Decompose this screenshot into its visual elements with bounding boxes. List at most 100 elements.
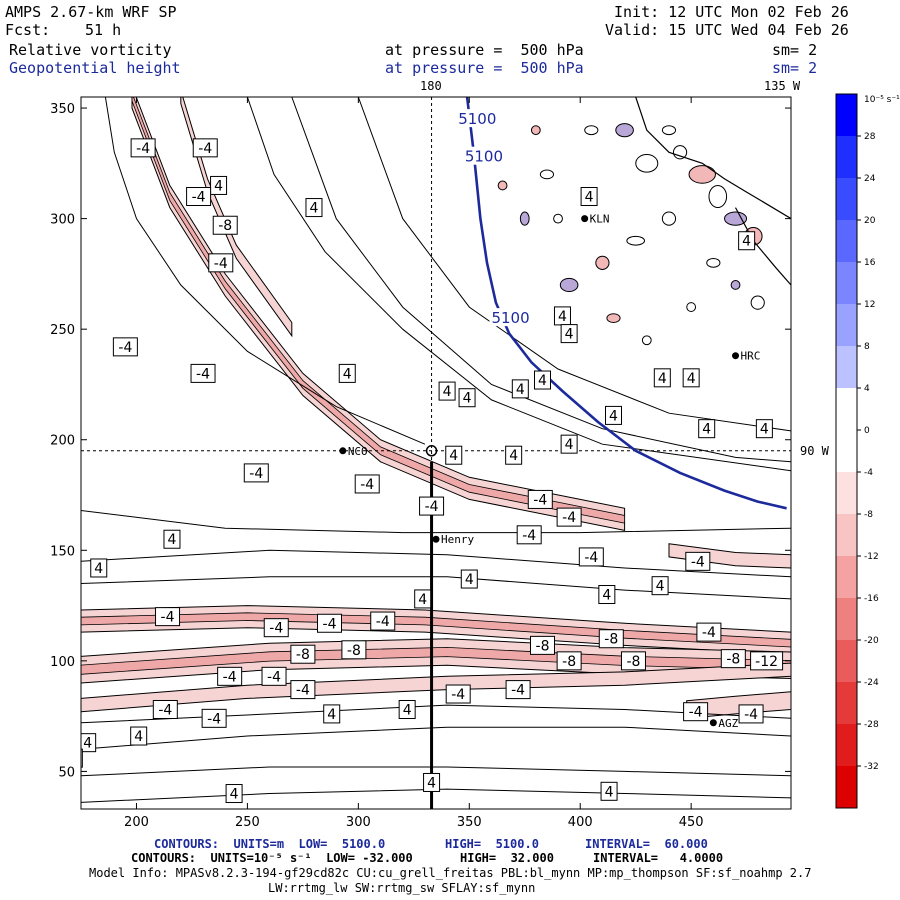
contour-label-text: -4 <box>360 477 374 493</box>
station-dot <box>339 447 347 455</box>
contour-label-text: 4 <box>134 729 143 745</box>
contour-label-text: 4 <box>509 448 518 464</box>
contour-label-box <box>738 704 764 724</box>
x-tick-label: 400 <box>568 815 593 830</box>
contour-label-text: -4 <box>269 621 283 637</box>
footer-vort-contours: CONTOURS: UNITS=10⁻⁵ s⁻¹ LOW= -32.000 <box>131 851 413 865</box>
contour-label-box <box>419 496 445 516</box>
contour-label: -4 <box>505 680 531 700</box>
contour-label-text: 4 <box>609 408 618 424</box>
contour-label-text: -4 <box>691 554 705 570</box>
contour-label-text: -4 <box>296 683 310 699</box>
height-label-bg <box>489 308 530 327</box>
footer-vort-high: HIGH= 32.000 <box>460 851 554 865</box>
vorticity-blob <box>530 125 541 136</box>
vorticity-contour <box>81 549 791 578</box>
contour-label: 4 <box>90 558 108 578</box>
contour-label: -4 <box>130 138 156 158</box>
contour-label: -4 <box>527 489 553 509</box>
coastline <box>635 97 791 220</box>
contour-label: 4 <box>423 772 441 792</box>
contour-label: 4 <box>560 434 578 454</box>
colorbar-level: -24 <box>864 678 879 688</box>
contour-label-box <box>511 379 529 399</box>
contour-label-box <box>598 585 616 605</box>
contour-label-box <box>290 644 316 664</box>
contour-label-text: -4 <box>451 687 465 703</box>
colorbar-swatch <box>836 94 857 137</box>
contour-label: -12 <box>750 651 784 671</box>
contour-label-box <box>556 507 582 527</box>
colorbar-level: 8 <box>864 342 870 352</box>
colorbar-swatch <box>836 136 857 179</box>
station-label: AGZ <box>718 717 738 730</box>
colorbar-level: -28 <box>864 720 879 730</box>
colorbar-swatch <box>836 262 857 305</box>
contour-label-box <box>534 370 551 390</box>
contour-label-text: 4 <box>427 775 436 791</box>
colorbar-swatch <box>836 346 857 389</box>
contour-label-text: 4 <box>168 532 177 548</box>
contour-label-box <box>261 666 287 686</box>
contour-label: -8 <box>212 215 238 235</box>
field2-smoothing: sm= 2 <box>772 59 818 77</box>
contour-label-text: -8 <box>296 647 310 663</box>
contour-label: 4 <box>81 733 97 753</box>
vorticity-contours <box>81 97 791 803</box>
contour-label: -4 <box>155 607 181 627</box>
contour-label-text: 4 <box>418 592 427 608</box>
contour-label-box <box>750 651 784 671</box>
contour-label-box <box>755 419 773 439</box>
cross-section-line <box>425 445 438 809</box>
contour-label-text: 4 <box>658 371 667 387</box>
contour-label-text: -4 <box>192 190 206 206</box>
contour-label-box <box>738 231 756 251</box>
colorbar-level: -16 <box>864 594 879 604</box>
y-tick-label: 150 <box>50 544 75 559</box>
contour-label-text: -4 <box>158 702 172 718</box>
contour-label: -4 <box>738 704 764 724</box>
contour-label-box <box>423 772 441 792</box>
contour-label-box <box>438 381 456 401</box>
vorticity-blob <box>584 125 599 136</box>
contour-label-box <box>317 613 342 633</box>
footer-vort-interval: INTERVAL= 4.0000 <box>593 851 724 865</box>
contour-label-text: 4 <box>230 787 239 803</box>
neg-vorticity-band <box>81 662 791 713</box>
y-tick-label: 200 <box>50 434 75 449</box>
contour-label-box <box>445 445 463 465</box>
x-tick-label: 450 <box>679 815 704 830</box>
colorbar-level: 12 <box>864 300 875 310</box>
neg-vorticity-core <box>131 97 625 524</box>
contour-label: -4 <box>112 337 138 357</box>
colorbar-swatch <box>836 388 857 431</box>
contour-label-box <box>458 388 476 408</box>
contour-label: 4 <box>755 419 773 439</box>
contour-label-box <box>163 529 181 549</box>
y-tick-label: 50 <box>58 765 75 780</box>
model-title: AMPS 2.67-km WRF SP <box>5 3 177 21</box>
colorbar-swatch <box>836 430 857 473</box>
contour-label-box <box>682 368 700 388</box>
vorticity-blob <box>730 280 741 290</box>
contour-label-box <box>560 434 578 454</box>
contour-label-box <box>651 576 669 596</box>
contour-label: -4 <box>152 699 178 719</box>
contour-label-box <box>460 569 478 589</box>
colorbar-unit: 10⁻⁵ s⁻¹ <box>864 95 900 105</box>
contour-label-text: -4 <box>744 707 758 723</box>
contour-label: 4 <box>580 187 598 207</box>
contour-label: -4 <box>208 253 234 273</box>
colorbar: 10⁻⁵ s⁻¹ 28 24 20 16 12 8 4 0 -4 -8 -12 -16 -20 -24 -28… <box>835 93 900 809</box>
neg-vorticity-core <box>81 646 791 675</box>
colorbar-level: 20 <box>864 216 876 226</box>
vorticity-contour <box>291 97 791 463</box>
contour-label-text: 4 <box>558 309 567 325</box>
vorticity-contour <box>81 766 791 777</box>
contour-label-text: 4 <box>585 190 594 206</box>
contour-label: -4 <box>578 547 604 567</box>
x-tick-label: 300 <box>346 815 371 830</box>
colorbar-frame <box>835 93 858 809</box>
contour-label: -4 <box>685 551 711 571</box>
